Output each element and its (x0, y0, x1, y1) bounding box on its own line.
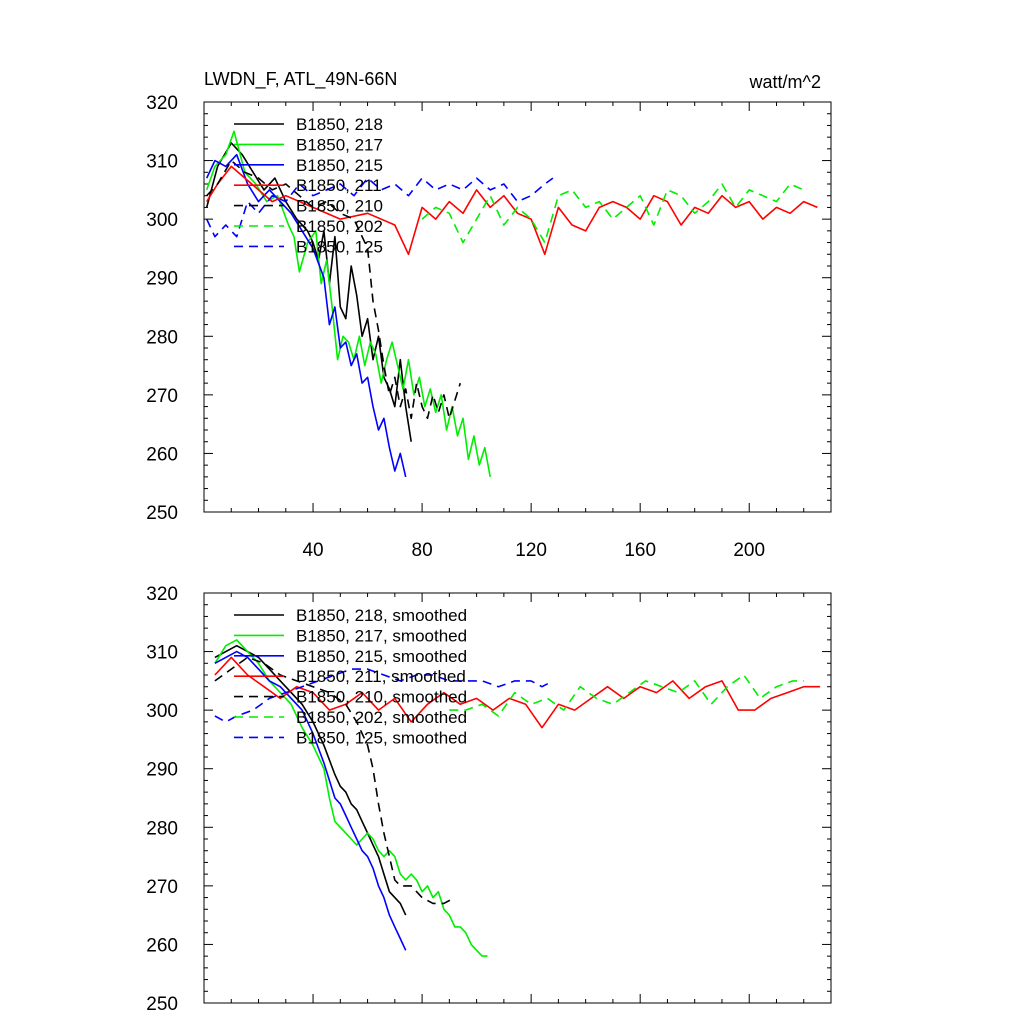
series-line-1 (205, 142, 412, 442)
legend-label-6: B1850, 202 (296, 217, 383, 236)
chart-title: LWDN_F, ATL_49N-66N (204, 69, 397, 90)
y-tick-label: 290 (146, 269, 178, 290)
y-tick-label: 320 (146, 93, 178, 114)
bottom-panel: 250 260 270 280 290 300 310 320 B1850, 218, smoo… (146, 584, 832, 1015)
series-line-5 (214, 656, 456, 905)
x-tick-label: 200 (733, 540, 765, 561)
legend-label-3: B1850, 215, smoothed (296, 647, 467, 666)
legend-label-7: B1850, 125, smoothed (296, 728, 467, 747)
series-line-7 (214, 668, 554, 723)
series-line-7 (205, 177, 554, 238)
plot-frame (203, 101, 832, 513)
series-line-6 (421, 183, 805, 244)
y-tick-label: 260 (146, 444, 178, 465)
y-tick-label: 280 (146, 818, 178, 839)
series-line-3 (205, 153, 407, 478)
y-tick-label: 270 (146, 877, 178, 898)
legend-label-3: B1850, 215 (296, 156, 383, 175)
units-label: watt/m^2 (749, 72, 821, 92)
plot-frame (203, 592, 832, 1004)
top-panel: 250 260 270 280 290 300 310 320 40 80 120 160 200 LWD… (146, 69, 832, 561)
series-line-1 (214, 644, 407, 916)
legend-label-5: B1850, 210, smoothed (296, 688, 467, 707)
y-tick-label: 310 (146, 643, 178, 664)
y-tick-label: 250 (146, 503, 178, 524)
legend-label-7: B1850, 125 (296, 237, 383, 256)
series-line-2 (214, 639, 488, 957)
series-group (214, 639, 821, 957)
x-tick-label: 120 (515, 540, 547, 561)
series-line-6 (449, 674, 804, 717)
legend-label-4: B1850, 211, smoothed (296, 667, 466, 686)
y-tick-label: 290 (146, 760, 178, 781)
series-line-5 (206, 159, 462, 420)
legend-label-1: B1850, 218, smoothed (296, 606, 467, 625)
y-tick-label: 320 (146, 584, 178, 605)
legend-label-1: B1850, 218 (296, 115, 383, 134)
legend-label-5: B1850, 210 (296, 197, 383, 216)
legend-label-2: B1850, 217, smoothed (296, 626, 467, 645)
x-tick-label: 40 (302, 540, 323, 561)
legend-label-2: B1850, 217 (296, 135, 383, 154)
y-tick-label: 310 (146, 152, 178, 173)
y-tick-label: 260 (146, 935, 178, 956)
legend-label-6: B1850, 202, smoothed (296, 708, 467, 727)
series-line-3 (214, 650, 407, 951)
series-line-4 (206, 165, 818, 256)
y-tick-label: 300 (146, 210, 178, 231)
x-tick-label: 160 (624, 540, 656, 561)
y-tick-label: 270 (146, 386, 178, 407)
y-tick-label: 250 (146, 994, 178, 1015)
legend-label-4: B1850, 211 (296, 176, 382, 195)
x-tick-label: 80 (412, 540, 433, 561)
series-line-4 (214, 656, 821, 729)
y-tick-label: 280 (146, 327, 178, 348)
y-tick-label: 300 (146, 701, 178, 722)
